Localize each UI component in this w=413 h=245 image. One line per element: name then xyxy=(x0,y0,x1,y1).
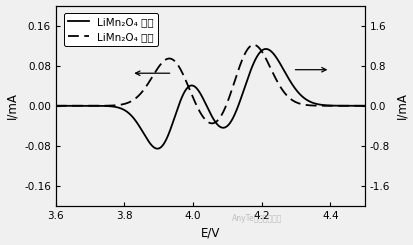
Text: AnyTe检测联盟技术: AnyTe检测联盟技术 xyxy=(231,213,281,222)
Y-axis label: I/mA: I/mA xyxy=(394,92,408,119)
Y-axis label: I/mA: I/mA xyxy=(5,92,19,119)
Legend: LiMn₂O₄ 粉体, LiMn₂O₄ 薄膜: LiMn₂O₄ 粉体, LiMn₂O₄ 薄膜 xyxy=(64,13,158,46)
X-axis label: E/V: E/V xyxy=(200,226,219,239)
